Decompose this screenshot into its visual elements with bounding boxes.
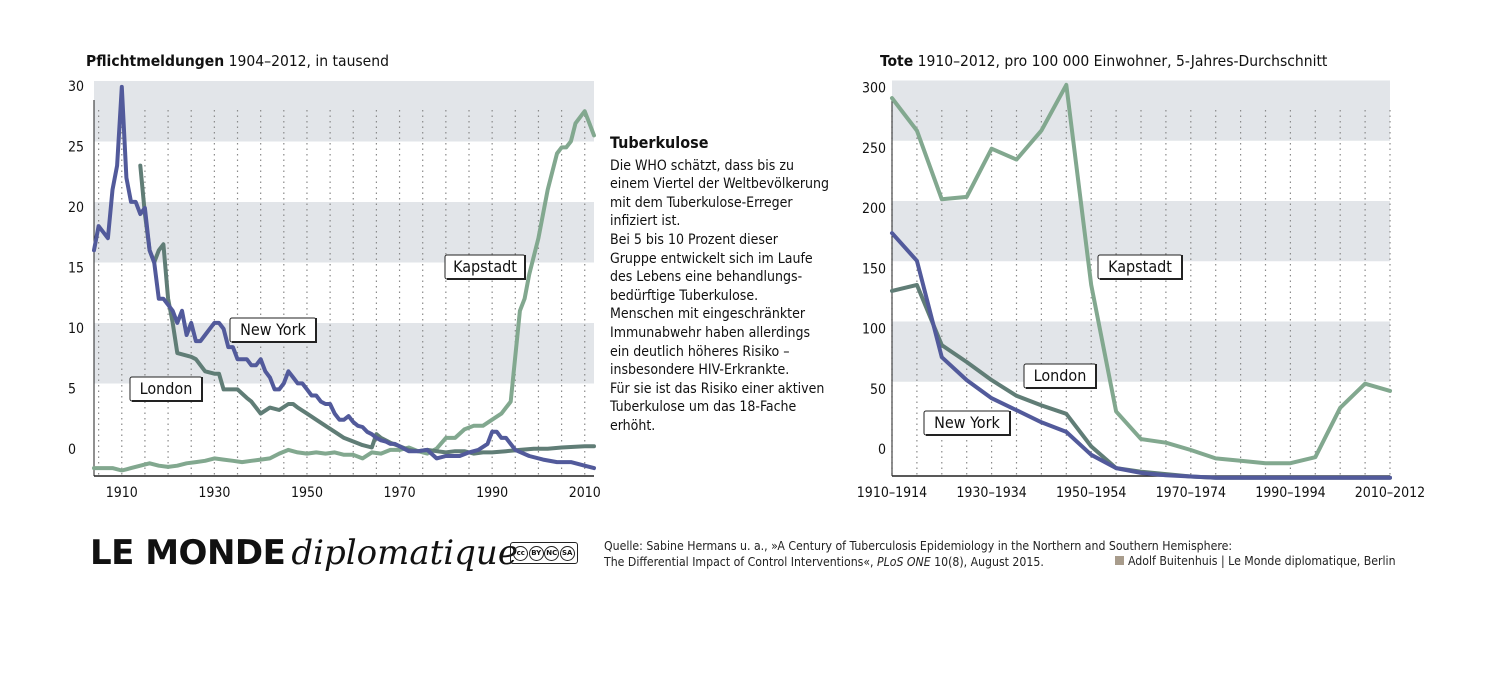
left-chart-title-bold: Pflichtmeldungen xyxy=(86,52,225,70)
right-label-new-york-text: New York xyxy=(934,413,1000,432)
info-line: mit dem Tuberkulose-Erreger xyxy=(610,194,793,211)
right-x-tick-label: 1990–1994 xyxy=(1255,485,1325,501)
credit-note: Adolf Buitenhuis | Le Monde diplomatique… xyxy=(1115,554,1396,568)
left-y-tick-label: 30 xyxy=(68,79,84,95)
left-label-london: London xyxy=(129,376,203,402)
right-label-london-text: London xyxy=(1034,366,1087,385)
source-note: Quelle: Sabine Hermans u. a., »A Century… xyxy=(604,538,1232,570)
credit-text: Adolf Buitenhuis | Le Monde diplomatique… xyxy=(1128,554,1396,568)
left-y-tick-label: 0 xyxy=(68,442,76,458)
info-line: Menschen mit eingeschränkter xyxy=(610,306,806,323)
right-label-london: London xyxy=(1023,363,1097,389)
left-grid-band xyxy=(94,202,594,263)
right-series-line-kapstadt xyxy=(890,82,1392,466)
cc-sa-icon: SA xyxy=(559,545,575,561)
left-grid-band xyxy=(94,81,594,142)
cc-by-icon: BY xyxy=(528,545,544,561)
source-line-2: The Differential Impact of Control Inter… xyxy=(604,554,1232,570)
info-line: ein deutlich höheres Risiko – xyxy=(610,343,790,360)
left-x-tick-label: 2010 xyxy=(569,485,601,501)
source-line-2-post: 10(8), August 2015. xyxy=(930,555,1044,569)
left-label-kapstadt-text: Kapstadt xyxy=(453,257,517,276)
right-x-tick-label: 1970–1974 xyxy=(1156,485,1226,501)
logo-italic: diplomatique xyxy=(291,533,518,573)
right-y-tick-label: 250 xyxy=(862,141,886,157)
le-monde-diplomatique-logo: LE MONDE diplomatique xyxy=(90,533,518,573)
source-line-1: Quelle: Sabine Hermans u. a., »A Century… xyxy=(604,539,1233,553)
right-label-kapstadt-text: Kapstadt xyxy=(1108,257,1172,276)
right-label-london-shadow xyxy=(1026,364,1097,389)
right-chart-title-rest: 1910–2012, pro 100 000 Einwohner, 5-Jahr… xyxy=(917,52,1328,70)
info-line: Die WHO schätzt, dass bis zu xyxy=(610,157,794,174)
right-series-line-new_york xyxy=(890,231,1392,480)
left-y-tick-label: 5 xyxy=(68,382,76,398)
left-x-tick-label: 1910 xyxy=(106,485,138,501)
right-y-tick-label: 0 xyxy=(878,442,886,458)
left-label-kapstadt: Kapstadt xyxy=(444,254,526,280)
left-x-tick-label: 1990 xyxy=(476,485,508,501)
info-line: Für sie ist das Risiko einer aktiven xyxy=(610,380,825,397)
info-line: Immunabwehr haben allerdings xyxy=(610,324,811,341)
info-line: Tuberkulose um das 18-Fache xyxy=(610,399,797,416)
right-x-tick-label: 2010–2012 xyxy=(1355,485,1425,501)
left-y-tick-label: 10 xyxy=(68,321,84,337)
info-line: einem Viertel der Weltbevölkerung xyxy=(610,176,830,193)
info-line: Gruppe entwickelt sich im Laufe xyxy=(610,250,813,267)
credit-swatch xyxy=(1115,556,1124,565)
left-y-tick-label: 15 xyxy=(68,261,84,277)
left-label-london-text: London xyxy=(140,379,193,398)
left-series-line-new_york xyxy=(92,84,596,471)
right-x-tick-label: 1930–1934 xyxy=(956,485,1026,501)
right-label-kapstadt: Kapstadt xyxy=(1097,254,1183,280)
left-series-line-london xyxy=(138,163,596,456)
creative-commons-badge: cc BY NC SA xyxy=(510,542,578,564)
right-y-tick-label: 150 xyxy=(862,261,886,277)
left-y-tick-label: 20 xyxy=(68,200,84,216)
left-chart-title: Pflichtmeldungen 1904–2012, in tausend xyxy=(86,52,389,70)
info-line: des Lebens eine behandlungs- xyxy=(610,269,803,286)
left-label-new-york-text: New York xyxy=(240,320,306,339)
info-line: insbesondere HIV-Erkrankte. xyxy=(610,362,790,379)
logo-main: LE MONDE xyxy=(90,533,286,573)
left-x-tick-label: 1970 xyxy=(384,485,416,501)
right-y-tick-label: 300 xyxy=(862,81,886,97)
left-series-line-kapstadt xyxy=(92,109,596,473)
right-y-tick-label: 200 xyxy=(862,201,886,217)
info-line: infiziert ist. xyxy=(610,213,681,230)
source-line-2-pre: The Differential Impact of Control Inter… xyxy=(604,555,878,569)
right-grid-band xyxy=(892,321,1390,382)
left-label-new-york: New York xyxy=(229,317,317,343)
info-line: erhöht. xyxy=(610,417,656,434)
left-label-kapstadt-shadow xyxy=(447,255,526,280)
left-x-tick-label: 1950 xyxy=(291,485,323,501)
info-line: bedürftige Tuberkulose. xyxy=(610,287,759,304)
left-chart-title-rest: 1904–2012, in tausend xyxy=(228,52,389,70)
tuberculosis-info-box: Tuberkulose Die WHO schätzt, dass bis zu… xyxy=(610,133,860,436)
right-label-new-york: New York xyxy=(923,410,1011,436)
left-y-tick-label: 25 xyxy=(68,140,84,156)
cc-nc-icon: NC xyxy=(544,545,560,561)
right-label-new-york-shadow xyxy=(926,411,1011,436)
right-label-kapstadt-shadow xyxy=(1100,255,1183,280)
left-label-london-shadow xyxy=(132,377,203,402)
right-chart-title-bold: Tote xyxy=(880,52,914,70)
right-y-tick-label: 50 xyxy=(870,382,886,398)
info-title: Tuberkulose xyxy=(610,133,709,152)
info-line: Bei 5 bis 10 Prozent dieser xyxy=(610,231,778,248)
right-x-tick-label: 1910–1914 xyxy=(857,485,927,501)
right-x-tick-label: 1950–1954 xyxy=(1056,485,1126,501)
cc-icon: cc xyxy=(513,545,529,561)
left-label-new-york-shadow xyxy=(232,318,317,343)
left-x-tick-label: 1930 xyxy=(198,485,230,501)
right-y-tick-label: 100 xyxy=(862,322,886,338)
source-journal: PLoS ONE xyxy=(877,555,931,569)
right-chart-title: Tote 1910–2012, pro 100 000 Einwohner, 5… xyxy=(880,52,1327,70)
